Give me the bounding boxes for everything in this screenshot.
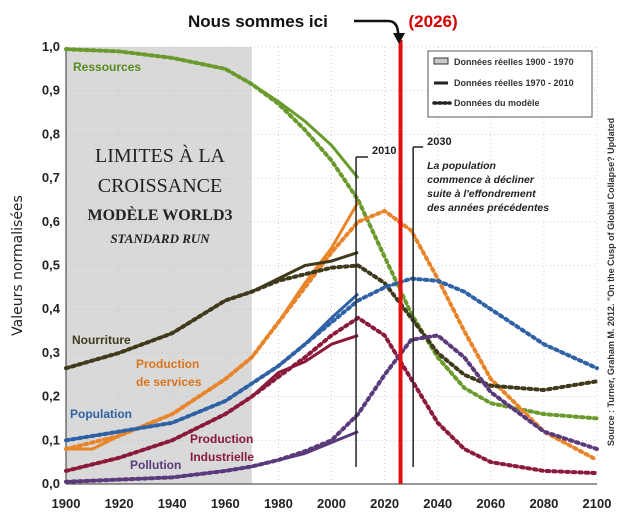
chart-title-line: MODÈLE WORLD3 [87, 205, 232, 224]
series-label-population: Population [70, 407, 132, 421]
now-year-label: (2026) [409, 12, 458, 31]
marker-2030-label: 2030 [427, 136, 451, 148]
marker-2010-label: 2010 [372, 145, 396, 157]
x-tick-label: 2080 [529, 496, 558, 511]
series-label-production-de-services: de services [136, 375, 202, 389]
now-arrow-line [354, 19, 401, 39]
y-tick-label: 0,6 [42, 214, 60, 229]
x-tick-label: 2040 [423, 496, 452, 511]
legend-entry: Données réelles 1900 - 1970 [454, 57, 574, 67]
now-arrow-head [393, 33, 405, 44]
now-label: Nous sommes ici [188, 12, 328, 31]
x-tick-label: 2000 [317, 496, 346, 511]
series-observed-production-de-services [66, 201, 360, 451]
y-tick-label: 0,0 [42, 476, 60, 491]
x-tick-label: 2100 [583, 496, 612, 511]
note-line: La population [427, 160, 496, 172]
series-observed-pollution [65, 430, 359, 484]
x-tick-label: 1940 [158, 496, 187, 511]
chart-title-line: STANDARD RUN [110, 231, 210, 246]
note-line: commence à décliner [427, 174, 535, 186]
y-tick-label: 0,1 [42, 432, 60, 447]
legend-entry: Données du modèle [454, 98, 540, 108]
series-observed-ressources [65, 47, 360, 180]
series-label-production-de-services: Production [136, 357, 199, 371]
chart-title-line: CROISSANCE [98, 175, 222, 197]
x-tick-label: 1960 [211, 496, 240, 511]
y-axis-label: Valeurs normalisées [10, 195, 26, 336]
series-label-pollution: Pollution [130, 458, 181, 472]
series-observed-nourriture [65, 250, 359, 370]
chart-title-line: LIMITES À LA [95, 144, 226, 167]
note-line: des années précédentes [427, 202, 549, 214]
x-tick-label: 1900 [52, 496, 81, 511]
legend-entry: Données réelles 1970 - 2010 [454, 78, 574, 88]
series-observed-production-industrielle [65, 333, 359, 473]
source-note: Source : Turner, Graham M. 2012. "On the… [606, 118, 616, 446]
y-tick-label: 0,3 [42, 345, 60, 360]
series-observed-population [65, 292, 360, 442]
y-tick-label: 0,7 [42, 170, 60, 185]
marker-2030-line [412, 146, 424, 467]
series-label-production-industrielle: Production [190, 432, 253, 446]
series-label-production-industrielle: Industrielle [190, 450, 254, 464]
series-label-nourriture: Nourriture [72, 333, 131, 347]
marker-2010-line [355, 156, 369, 467]
note-line: suite à l'effondrement [427, 188, 536, 200]
legend-swatch-real-1900-1970 [433, 57, 449, 65]
y-tick-label: 0,5 [42, 258, 60, 273]
series-label-ressources: Ressources [73, 60, 141, 74]
y-tick-label: 0,9 [42, 83, 60, 98]
x-tick-label: 2060 [476, 496, 505, 511]
x-tick-label: 2020 [370, 496, 399, 511]
x-tick-label: 1980 [264, 496, 293, 511]
y-tick-label: 1,0 [42, 39, 60, 54]
y-tick-label: 0,2 [42, 389, 60, 404]
legend-box [427, 50, 593, 118]
y-tick-label: 0,8 [42, 126, 60, 141]
x-tick-label: 1920 [105, 496, 134, 511]
y-tick-label: 0,4 [42, 301, 61, 316]
